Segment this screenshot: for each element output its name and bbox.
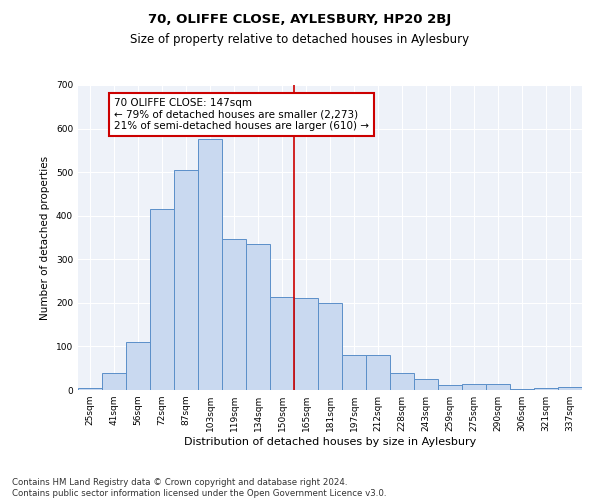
Bar: [270, 297, 294, 390]
Bar: [102, 374, 126, 390]
Text: Size of property relative to detached houses in Aylesbury: Size of property relative to detached ho…: [130, 32, 470, 46]
X-axis label: Distribution of detached houses by size in Aylesbury: Distribution of detached houses by size …: [184, 437, 476, 447]
Bar: [558, 387, 582, 390]
Bar: [78, 388, 102, 390]
Bar: [126, 342, 150, 390]
Bar: [318, 303, 342, 390]
Bar: [150, 209, 174, 390]
Text: Contains HM Land Registry data © Crown copyright and database right 2024.
Contai: Contains HM Land Registry data © Crown c…: [12, 478, 386, 498]
Bar: [438, 385, 462, 390]
Bar: [366, 355, 390, 390]
Bar: [462, 384, 486, 390]
Text: 70 OLIFFE CLOSE: 147sqm
← 79% of detached houses are smaller (2,273)
21% of semi: 70 OLIFFE CLOSE: 147sqm ← 79% of detache…: [114, 98, 369, 132]
Bar: [198, 140, 222, 390]
Bar: [414, 379, 438, 390]
Bar: [390, 374, 414, 390]
Y-axis label: Number of detached properties: Number of detached properties: [40, 156, 50, 320]
Bar: [510, 389, 534, 390]
Bar: [246, 244, 270, 390]
Bar: [534, 388, 558, 390]
Bar: [342, 355, 366, 390]
Bar: [294, 298, 318, 390]
Bar: [486, 384, 510, 390]
Bar: [174, 170, 198, 390]
Text: 70, OLIFFE CLOSE, AYLESBURY, HP20 2BJ: 70, OLIFFE CLOSE, AYLESBURY, HP20 2BJ: [148, 12, 452, 26]
Bar: [222, 239, 246, 390]
